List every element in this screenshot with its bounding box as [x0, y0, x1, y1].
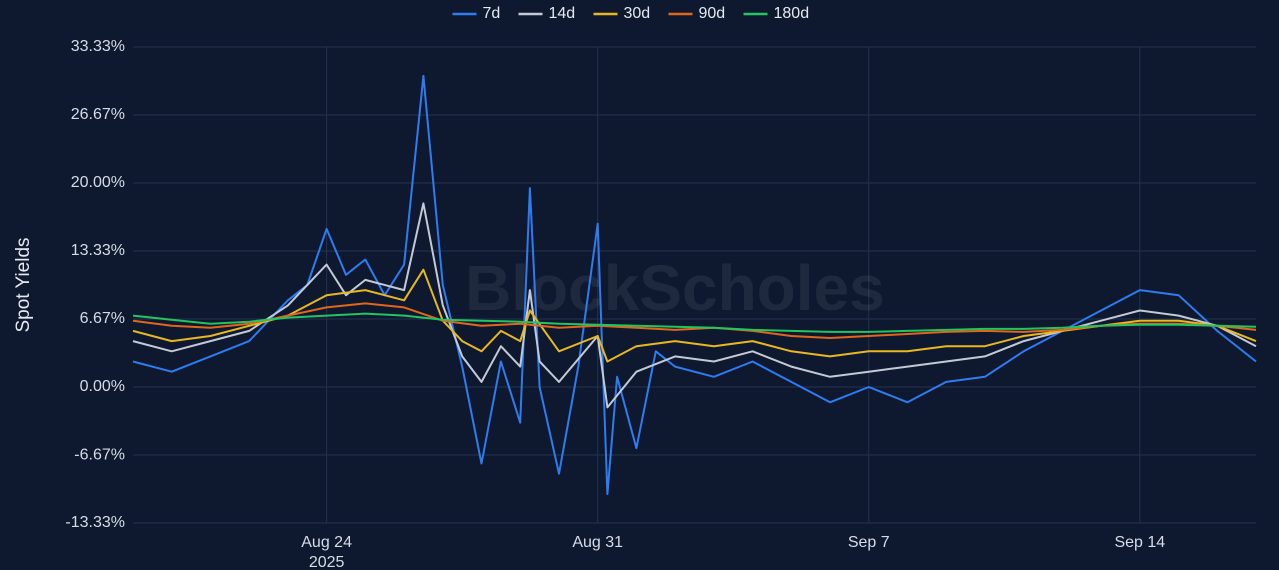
x-tick-label: Aug 31 [572, 534, 623, 551]
legend-item-7d[interactable]: 7d [452, 5, 501, 22]
x-tick-label: Aug 24 [301, 534, 352, 551]
y-axis: 33.33% 26.67% 20.00% 13.33% 6.67% 0.00% -6.67%… [65, 38, 125, 531]
legend-item-14d[interactable]: 14d [518, 5, 576, 22]
legend-item-90d[interactable]: 90d [668, 5, 726, 22]
y-tick-label: -13.33% [65, 514, 125, 531]
series-line-7d [132, 74, 1257, 496]
y-tick-label: 13.33% [71, 242, 125, 259]
x-tick-sublabel: 2025 [309, 554, 345, 570]
y-tick-label: 0.00% [80, 378, 125, 395]
legend-label: 180d [774, 5, 810, 22]
series-line-30d [132, 268, 1257, 363]
series-line-90d [132, 302, 1257, 339]
y-axis-title: Spot Yields [13, 237, 34, 332]
legend[interactable]: 7d 14d 30d 90d 180d [452, 5, 810, 22]
legend-label: 90d [699, 5, 726, 22]
y-tick-label: 6.67% [80, 310, 125, 327]
series-line-180d [132, 312, 1257, 333]
legend-label: 14d [549, 5, 576, 22]
grid [133, 46, 1256, 524]
y-tick-label: 20.00% [71, 174, 125, 191]
y-tick-label: 26.67% [71, 106, 125, 123]
legend-label: 7d [483, 5, 501, 22]
x-axis: Aug 24 2025 Aug 31 Sep 7 Sep 14 [301, 534, 1165, 570]
y-tick-label: 33.33% [71, 38, 125, 55]
y-tick-label: -6.67% [74, 446, 125, 463]
series-lines [132, 74, 1257, 496]
legend-label: 30d [624, 5, 651, 22]
legend-item-180d[interactable]: 180d [743, 5, 810, 22]
x-tick-label: Sep 14 [1114, 534, 1165, 551]
x-tick-label: Sep 7 [848, 534, 890, 551]
legend-item-30d[interactable]: 30d [593, 5, 651, 22]
